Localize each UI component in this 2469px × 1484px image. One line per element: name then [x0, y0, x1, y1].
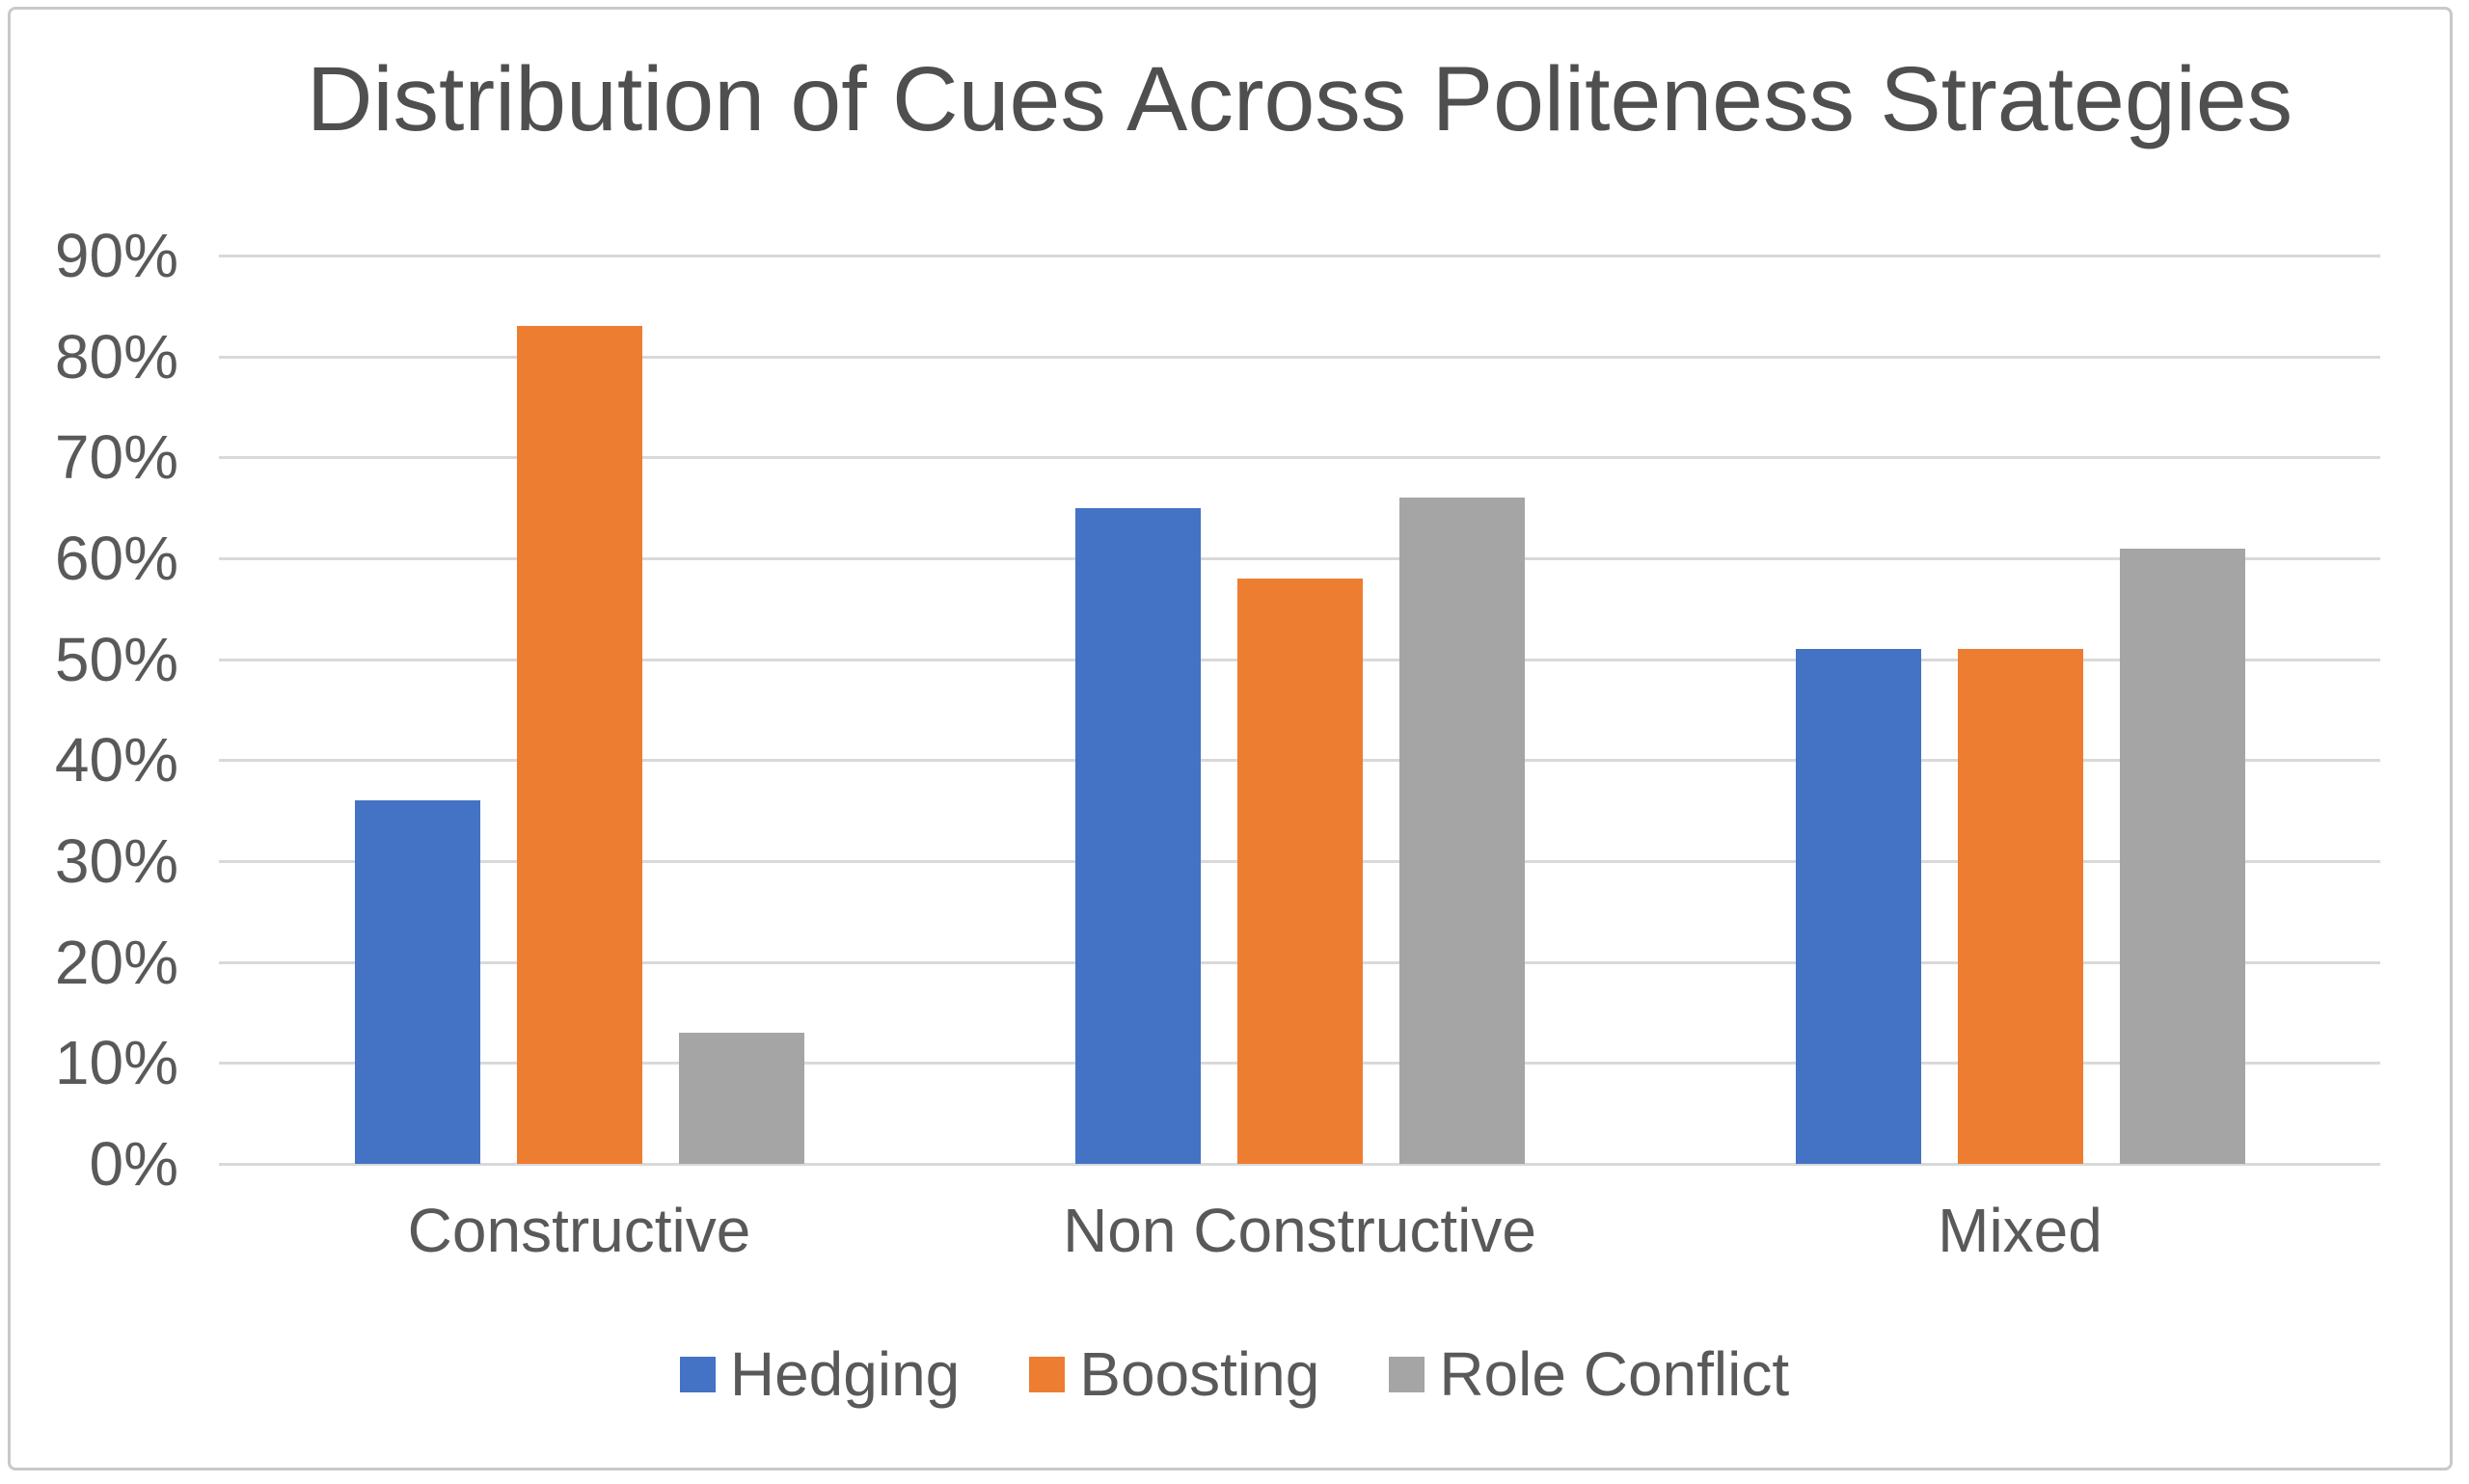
- legend-marker-icon: [1029, 1356, 1066, 1392]
- legend-item: Role Conflict: [1389, 1340, 1789, 1408]
- legend-item: Hedging: [679, 1339, 961, 1409]
- x-category-label: Mixed: [1938, 1196, 2103, 1265]
- gridline: [219, 255, 2380, 257]
- legend-marker-icon: [1389, 1356, 1425, 1392]
- bar: [2119, 548, 2245, 1164]
- gridline: [219, 556, 2380, 560]
- x-axis: Constructive Non Constructive Mixed: [219, 1196, 2380, 1265]
- y-tick-label: 60%: [54, 523, 178, 593]
- bar: [516, 326, 642, 1164]
- bar-group: [939, 256, 1660, 1164]
- gridline: [219, 456, 2380, 460]
- y-axis: 90% 80% 70% 60% 50% 40% 30% 20% 10% 0%: [0, 222, 178, 1198]
- y-tick-label: 70%: [54, 422, 178, 493]
- y-tick-label: 40%: [54, 725, 178, 796]
- bar-group: [1660, 256, 2380, 1164]
- y-tick-label: 20%: [54, 927, 178, 997]
- y-tick-label: 30%: [54, 825, 178, 896]
- x-category-label: Non Constructive: [1063, 1196, 1536, 1265]
- legend-label: Role Conflict: [1439, 1339, 1790, 1409]
- bar: [1957, 649, 2083, 1164]
- plot-area: [219, 255, 2380, 1166]
- y-tick-label: 10%: [54, 1028, 178, 1098]
- bar: [1795, 649, 1921, 1164]
- bar: [678, 1032, 804, 1164]
- gridline: [219, 1163, 2380, 1166]
- bar: [1074, 507, 1201, 1164]
- y-tick-label: 80%: [54, 321, 178, 391]
- bar: [1398, 498, 1525, 1164]
- chart-title: Distribution of Cues Across Politeness S…: [306, 48, 2293, 150]
- bar-groups: [219, 256, 2380, 1164]
- legend-marker-icon: [679, 1356, 716, 1392]
- legend-label: Boosting: [1079, 1339, 1320, 1409]
- legend: Hedging Boosting Role Conflict: [0, 1340, 2469, 1408]
- x-category-label: Constructive: [407, 1196, 751, 1265]
- y-tick-label: 0%: [89, 1129, 179, 1199]
- bar-group: [219, 256, 939, 1164]
- legend-label: Hedging: [729, 1339, 961, 1409]
- legend-item: Boosting: [1029, 1340, 1319, 1408]
- bar: [354, 800, 480, 1164]
- y-tick-label: 90%: [54, 221, 178, 290]
- y-tick-label: 50%: [54, 624, 178, 694]
- bar: [1236, 578, 1363, 1164]
- gridline: [219, 355, 2380, 359]
